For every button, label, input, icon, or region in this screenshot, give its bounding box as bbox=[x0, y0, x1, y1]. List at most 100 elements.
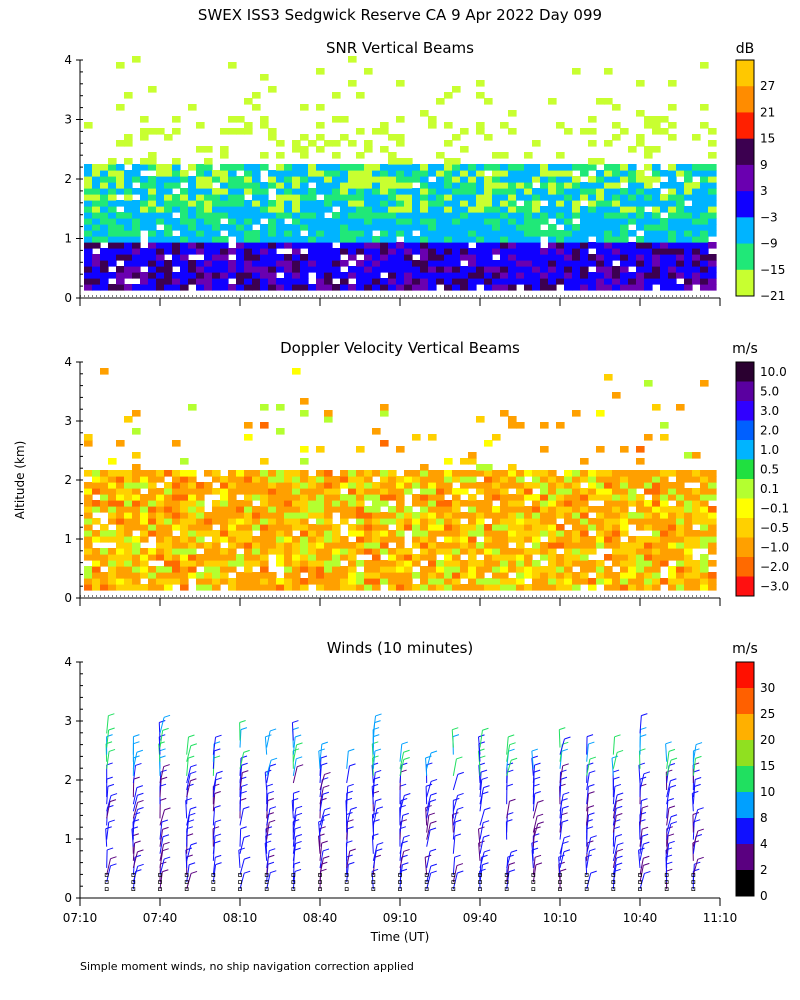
field-cell bbox=[524, 260, 533, 267]
field-cell bbox=[708, 578, 717, 585]
field-cell bbox=[108, 506, 117, 513]
field-cell bbox=[172, 578, 181, 585]
field-cell bbox=[332, 236, 341, 243]
field-cell bbox=[252, 506, 261, 513]
field-cell bbox=[364, 548, 373, 555]
field-cell bbox=[180, 488, 189, 495]
field-cell bbox=[116, 530, 125, 537]
field-cell bbox=[572, 518, 581, 525]
field-cell bbox=[500, 524, 509, 531]
field-cell bbox=[332, 572, 341, 579]
field-cell bbox=[420, 530, 429, 537]
wind-barb-flag bbox=[562, 763, 569, 767]
y-tick-label: 2 bbox=[64, 172, 72, 186]
colorbar-swatch bbox=[736, 498, 754, 519]
field-cell bbox=[284, 488, 293, 495]
field-cell bbox=[156, 572, 165, 579]
field-cell bbox=[316, 266, 325, 273]
wind-barb-flag bbox=[376, 848, 383, 852]
field-cell bbox=[340, 494, 349, 501]
field-cell bbox=[452, 212, 461, 219]
field-cell bbox=[364, 524, 373, 531]
field-cell bbox=[380, 248, 389, 255]
field-cell bbox=[100, 206, 109, 213]
field-cell bbox=[468, 572, 477, 579]
field-cell bbox=[156, 170, 165, 177]
field-cell bbox=[524, 524, 533, 531]
field-cell bbox=[452, 200, 461, 207]
wind-barb-flag bbox=[348, 861, 355, 865]
wind-barb-flag bbox=[693, 748, 700, 752]
wind-barb-flag bbox=[401, 741, 408, 745]
field-cell bbox=[572, 554, 581, 561]
field-cell bbox=[628, 518, 637, 525]
field-cell bbox=[460, 254, 469, 261]
wind-barb-flag bbox=[162, 834, 170, 838]
field-cell bbox=[268, 470, 277, 477]
field-cell bbox=[84, 500, 93, 507]
field-cell bbox=[612, 512, 621, 519]
field-cell bbox=[84, 566, 93, 573]
field-cell bbox=[276, 488, 285, 495]
field-cell bbox=[452, 206, 461, 213]
wind-barb bbox=[559, 822, 563, 840]
field-cell bbox=[516, 242, 525, 249]
field-cell bbox=[364, 482, 373, 489]
field-cell bbox=[188, 224, 197, 231]
field-cell bbox=[108, 512, 117, 519]
calm-marker bbox=[158, 873, 162, 877]
wind-barb-flag bbox=[296, 742, 303, 746]
field-cell bbox=[460, 164, 469, 171]
field-cell bbox=[380, 182, 389, 189]
field-cell bbox=[492, 470, 501, 477]
field-cell bbox=[260, 542, 269, 549]
field-cell bbox=[204, 194, 213, 201]
field-cell bbox=[660, 548, 669, 555]
field-cell bbox=[708, 128, 717, 135]
field-cell bbox=[580, 188, 589, 195]
field-cell bbox=[468, 458, 477, 465]
field-cell bbox=[484, 554, 493, 561]
field-cell bbox=[684, 170, 693, 177]
field-cell bbox=[132, 224, 141, 231]
field-cell bbox=[700, 542, 709, 549]
field-cell bbox=[324, 266, 333, 273]
calm-marker bbox=[158, 880, 162, 884]
field-cell bbox=[132, 176, 141, 183]
field-cell bbox=[156, 566, 165, 573]
field-cell bbox=[252, 494, 261, 501]
field-cell bbox=[612, 584, 621, 591]
wind-barb bbox=[318, 821, 321, 840]
field-cell bbox=[292, 266, 301, 273]
field-cell bbox=[572, 230, 581, 237]
field-cell bbox=[500, 542, 509, 549]
field-cell bbox=[652, 218, 661, 225]
field-cell bbox=[260, 488, 269, 495]
field-cell bbox=[572, 260, 581, 267]
field-cell bbox=[604, 224, 613, 231]
field-cell bbox=[356, 494, 365, 501]
field-cell bbox=[140, 506, 149, 513]
field-cell bbox=[108, 494, 117, 501]
field-cell bbox=[644, 278, 653, 285]
field-cell bbox=[188, 506, 197, 513]
field-cell bbox=[660, 530, 669, 537]
field-cell bbox=[428, 170, 437, 177]
field-cell bbox=[620, 548, 629, 555]
field-cell bbox=[452, 524, 461, 531]
field-cell bbox=[436, 260, 445, 267]
wind-barb-flag bbox=[240, 797, 247, 801]
field-cell bbox=[676, 530, 685, 537]
field-cell bbox=[84, 482, 93, 489]
field-cell bbox=[220, 260, 229, 267]
field-cell bbox=[404, 548, 413, 555]
field-cell bbox=[276, 494, 285, 501]
field-cell bbox=[700, 578, 709, 585]
field-cell bbox=[404, 470, 413, 477]
field-cell bbox=[468, 182, 477, 189]
field-cell bbox=[588, 560, 597, 567]
wind-barb bbox=[531, 843, 534, 861]
wind-barb bbox=[212, 773, 218, 791]
field-cell bbox=[700, 224, 709, 231]
field-cell bbox=[332, 530, 341, 537]
